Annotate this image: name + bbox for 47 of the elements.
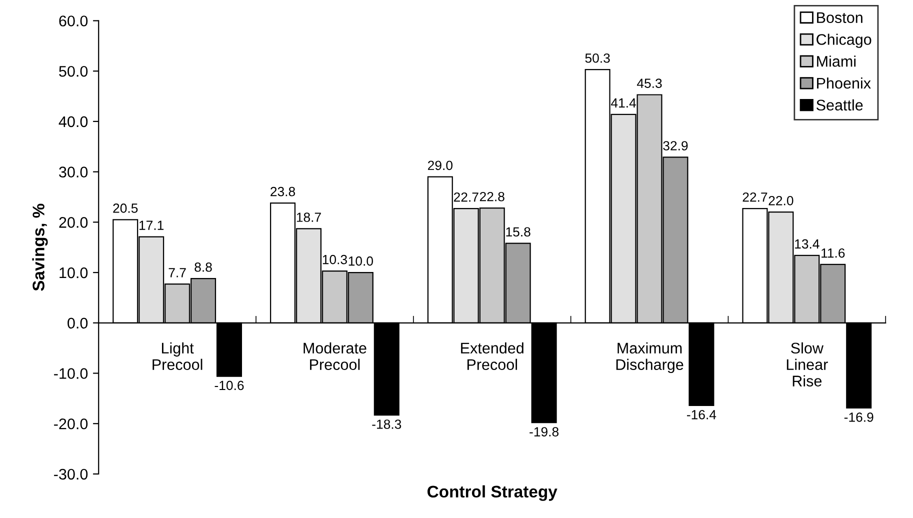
data-label: 23.8 (270, 186, 296, 196)
y-tick-label: 30.0 (59, 166, 88, 178)
x-tick-label: Light Precool (152, 342, 202, 370)
legend-label: Seattle (816, 99, 863, 111)
data-label: 22.7 (454, 192, 478, 202)
y-tick-label: 0.0 (68, 318, 88, 329)
data-label: 22.0 (768, 196, 794, 206)
data-label: -16.4 (687, 410, 716, 420)
legend-label: Chicago (816, 34, 872, 48)
data-label: 18.7 (296, 212, 321, 222)
data-label: 20.5 (113, 204, 138, 213)
x-tick-label: Moderate Precool (304, 342, 366, 370)
data-label: 7.7 (168, 268, 186, 278)
data-label: 50.3 (585, 53, 610, 63)
y-tick-label: -30.0 (54, 468, 88, 480)
y-tick-label: 60.0 (59, 16, 88, 26)
data-label: -10.6 (214, 380, 244, 390)
x-tick-label: Maximum Discharge (616, 342, 684, 374)
data-label: 17.1 (140, 220, 164, 230)
x-tick-label: Slow Linear Rise (786, 342, 828, 386)
data-label: 13.4 (795, 239, 820, 249)
data-label: -16.9 (844, 412, 874, 422)
data-label: 22.7 (742, 192, 768, 202)
y-tick-label: -20.0 (54, 418, 88, 430)
y-axis-title: Savings, % (32, 204, 48, 291)
legend-label: Miami (817, 56, 856, 67)
legend-label: Phoenix (817, 77, 871, 89)
y-tick-label: -10.0 (54, 368, 88, 379)
data-label: 10.0 (348, 256, 373, 266)
y-tick-label: 50.0 (59, 66, 88, 77)
data-label: 11.6 (822, 248, 845, 258)
data-label: 45.3 (636, 78, 662, 88)
y-tick-label: 10.0 (60, 267, 88, 278)
data-label: 22.8 (480, 192, 504, 202)
y-tick-label: 40.0 (58, 116, 88, 128)
x-axis-title: Control Strategy (428, 485, 558, 501)
data-label: 32.9 (663, 141, 688, 150)
data-label: 41.4 (611, 98, 636, 108)
data-label: 15.8 (506, 227, 530, 237)
y-tick-label: 20.0 (59, 217, 88, 228)
data-label: 29.0 (428, 160, 452, 170)
data-label: 10.3 (322, 254, 347, 264)
legend-label: Boston (817, 12, 862, 24)
data-label: 8.8 (194, 262, 212, 272)
x-tick-label: Extended Precool (461, 342, 524, 370)
data-label: -19.8 (530, 427, 559, 436)
data-label: -18.3 (372, 420, 402, 429)
